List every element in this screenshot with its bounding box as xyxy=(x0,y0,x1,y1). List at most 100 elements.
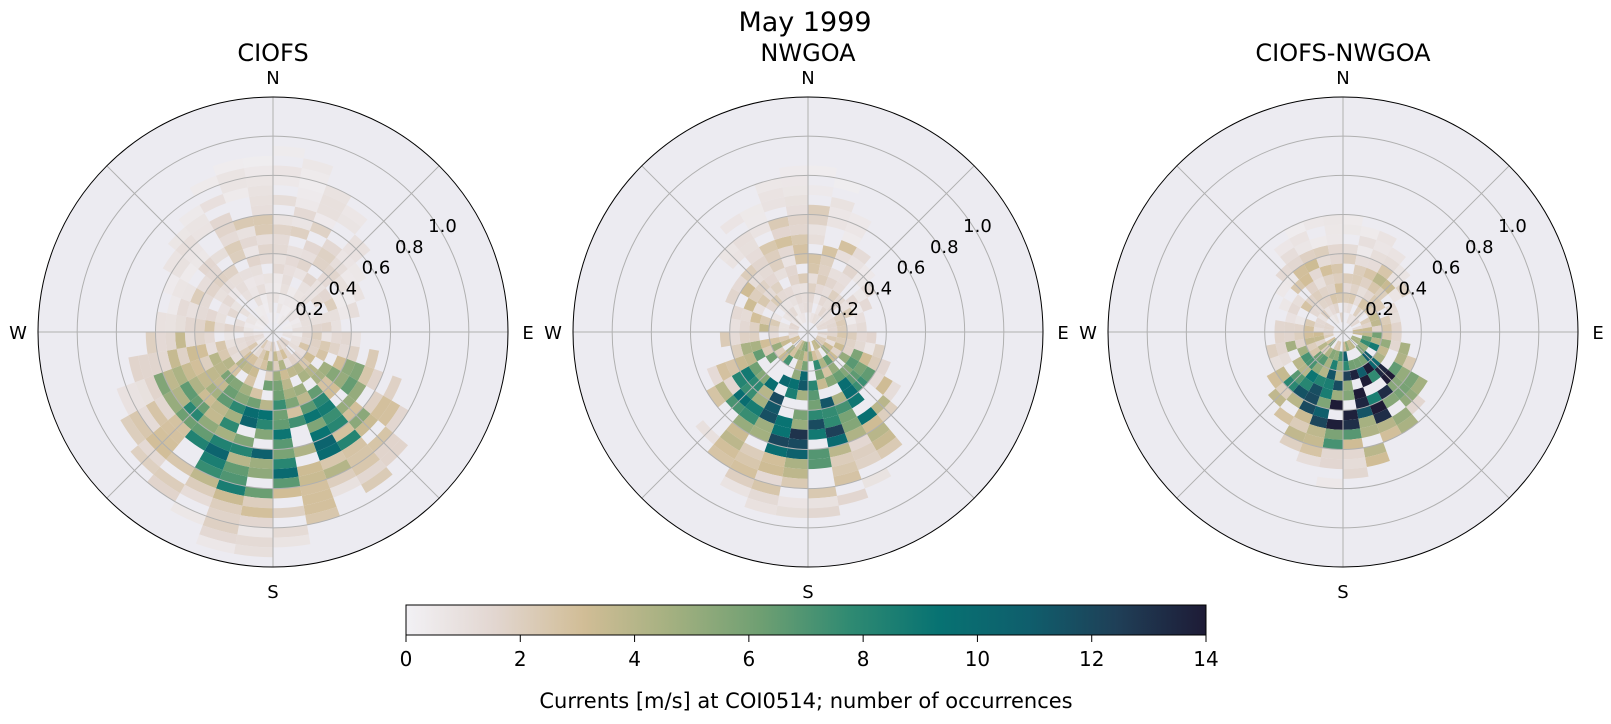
histogram-cell xyxy=(290,225,310,240)
histogram-cell xyxy=(808,224,827,236)
histogram-cell xyxy=(732,414,755,434)
histogram-cell xyxy=(300,168,330,185)
histogram-cell xyxy=(259,253,273,265)
histogram-cell xyxy=(1280,247,1299,265)
histogram-cell xyxy=(385,405,409,433)
histogram-cell xyxy=(1274,320,1286,332)
histogram-cell xyxy=(199,525,238,545)
histogram-cell xyxy=(1298,399,1317,415)
histogram-cell xyxy=(239,235,258,250)
histogram-cell xyxy=(1377,384,1394,400)
histogram-cell xyxy=(729,332,741,346)
histogram-cell xyxy=(750,311,762,324)
histogram-cell xyxy=(782,313,793,323)
histogram-cell xyxy=(1356,285,1368,299)
histogram-cell xyxy=(823,414,842,429)
histogram-cell xyxy=(1343,438,1364,450)
histogram-cell xyxy=(1316,254,1332,268)
polar-border xyxy=(572,96,1044,568)
histogram-cell xyxy=(808,234,825,246)
histogram-cell xyxy=(1289,230,1310,248)
histogram-cell xyxy=(875,376,893,395)
grid-spoke xyxy=(807,165,975,333)
histogram-cell xyxy=(216,392,234,409)
histogram-cell xyxy=(273,292,280,304)
histogram-cell xyxy=(868,371,885,389)
histogram-cell xyxy=(248,285,260,299)
histogram-cell xyxy=(259,399,273,411)
histogram-cell xyxy=(854,450,882,471)
histogram-cell xyxy=(273,370,282,381)
histogram-cell xyxy=(808,204,831,217)
histogram-cell xyxy=(1328,304,1337,316)
histogram-cell xyxy=(821,245,839,259)
histogram-cell xyxy=(757,294,771,308)
histogram-cell xyxy=(1379,425,1402,443)
histogram-cell xyxy=(273,145,306,159)
histogram-cell xyxy=(243,374,257,388)
histogram-cell xyxy=(743,297,758,312)
histogram-cell xyxy=(732,230,755,250)
histogram-cell xyxy=(1292,264,1309,280)
histogram-cell xyxy=(858,352,873,367)
histogram-cell xyxy=(813,359,822,371)
histogram-cell xyxy=(293,267,308,282)
histogram-cell xyxy=(236,342,248,352)
histogram-cell xyxy=(842,264,859,280)
histogram-cell xyxy=(1315,476,1343,489)
histogram-cell xyxy=(734,355,749,372)
histogram-cell xyxy=(841,230,862,248)
histogram-cell xyxy=(178,204,205,227)
histogram-cell xyxy=(302,272,318,287)
histogram-cell xyxy=(138,354,154,379)
histogram-cell xyxy=(312,255,330,272)
histogram-cell xyxy=(763,399,782,415)
histogram-cell xyxy=(836,332,848,339)
histogram-cell xyxy=(1395,281,1411,298)
histogram-cell xyxy=(204,332,216,344)
histogram-cell xyxy=(1362,332,1373,338)
histogram-cell xyxy=(171,385,191,408)
histogram-cell xyxy=(827,326,838,332)
histogram-cell xyxy=(1357,354,1369,366)
histogram-cell xyxy=(780,338,792,347)
histogram-cell xyxy=(1309,346,1321,358)
histogram-cell xyxy=(254,224,273,236)
histogram-cell xyxy=(738,238,760,257)
histogram-cell xyxy=(195,343,209,359)
histogram-cell xyxy=(788,325,799,331)
histogram-cell xyxy=(287,298,299,310)
histogram-cell xyxy=(854,311,866,324)
histogram-cell xyxy=(188,376,206,395)
histogram-cell xyxy=(834,249,853,265)
histogram-cell xyxy=(789,347,799,358)
histogram-cell xyxy=(845,356,859,370)
histogram-cell xyxy=(244,321,255,329)
histogram-cell xyxy=(203,407,225,426)
histogram-cell xyxy=(286,365,298,379)
histogram-cell xyxy=(1339,312,1343,323)
histogram-cell xyxy=(1320,447,1343,460)
histogram-cell xyxy=(823,313,834,323)
histogram-cell xyxy=(1351,335,1362,342)
histogram-cell xyxy=(1381,323,1392,332)
histogram-cell xyxy=(792,409,808,421)
histogram-cell xyxy=(1366,258,1383,273)
histogram-cell xyxy=(298,342,310,352)
histogram-cell xyxy=(844,425,867,443)
histogram-cell xyxy=(1373,408,1392,425)
histogram-cell xyxy=(819,254,835,268)
histogram-cell xyxy=(340,269,358,288)
histogram-cell xyxy=(1330,315,1339,325)
histogram-cell xyxy=(219,177,248,194)
histogram-cell xyxy=(848,433,872,452)
histogram-cell xyxy=(1391,321,1402,332)
histogram-cell xyxy=(1354,396,1370,410)
histogram-cell xyxy=(789,428,808,440)
radial-tick-label: 0.4 xyxy=(328,278,357,299)
histogram-cell xyxy=(833,470,862,487)
histogram-cell xyxy=(283,295,293,307)
histogram-cell xyxy=(1347,339,1356,349)
histogram-cell xyxy=(273,341,277,352)
histogram-cell xyxy=(757,264,774,280)
